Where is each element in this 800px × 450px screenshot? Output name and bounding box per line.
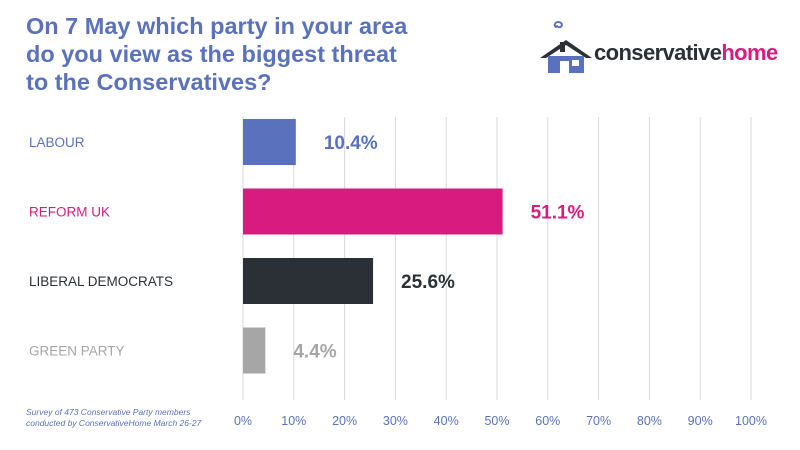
logo-text-conservative: conservative (594, 40, 722, 65)
x-tick-label: 80% (637, 414, 662, 428)
value-label: 25.6% (401, 272, 455, 293)
x-tick-label: 10% (281, 414, 306, 428)
chart-title: On 7 May which party in your area do you… (26, 12, 496, 96)
category-label: LIBERAL DEMOCRATS (29, 274, 173, 289)
footnote-line-2: conducted by ConservativeHome March 26-2… (26, 418, 202, 428)
x-tick-label: 50% (484, 414, 509, 428)
value-label: 51.1% (531, 203, 585, 224)
bar-liberal-democrats (243, 258, 374, 304)
value-label: 4.4% (293, 342, 336, 363)
x-tick-label: 40% (434, 414, 459, 428)
category-label: GREEN PARTY (29, 344, 125, 359)
logo-wordmark: conservativehome (594, 40, 778, 66)
x-tick-label: 60% (535, 414, 560, 428)
x-tick-label: 0% (234, 414, 252, 428)
x-tick-label: 20% (332, 414, 357, 428)
x-tick-label: 70% (586, 414, 611, 428)
bar-labour (243, 119, 296, 165)
title-line-2: do you view as the biggest threat (26, 41, 397, 67)
value-label: 10.4% (324, 133, 378, 154)
category-label: LABOUR (29, 135, 85, 150)
survey-footnote: Survey of 473 Conservative Party members… (26, 407, 226, 429)
footnote-line-1: Survey of 473 Conservative Party members (26, 407, 191, 417)
house-icon (540, 20, 592, 73)
title-line-3: to the Conservatives? (26, 69, 272, 95)
conservativehome-logo: conservativehome (538, 18, 783, 74)
bar-reform-uk (243, 188, 503, 235)
title-line-1: On 7 May which party in your area (26, 13, 408, 39)
category-label: REFORM UK (29, 205, 110, 220)
x-tick-label: 30% (383, 414, 408, 428)
bar-green-party (243, 327, 266, 374)
logo-text-home: home (721, 40, 778, 65)
x-tick-label: 90% (688, 414, 713, 428)
x-tick-label: 100% (735, 414, 767, 428)
